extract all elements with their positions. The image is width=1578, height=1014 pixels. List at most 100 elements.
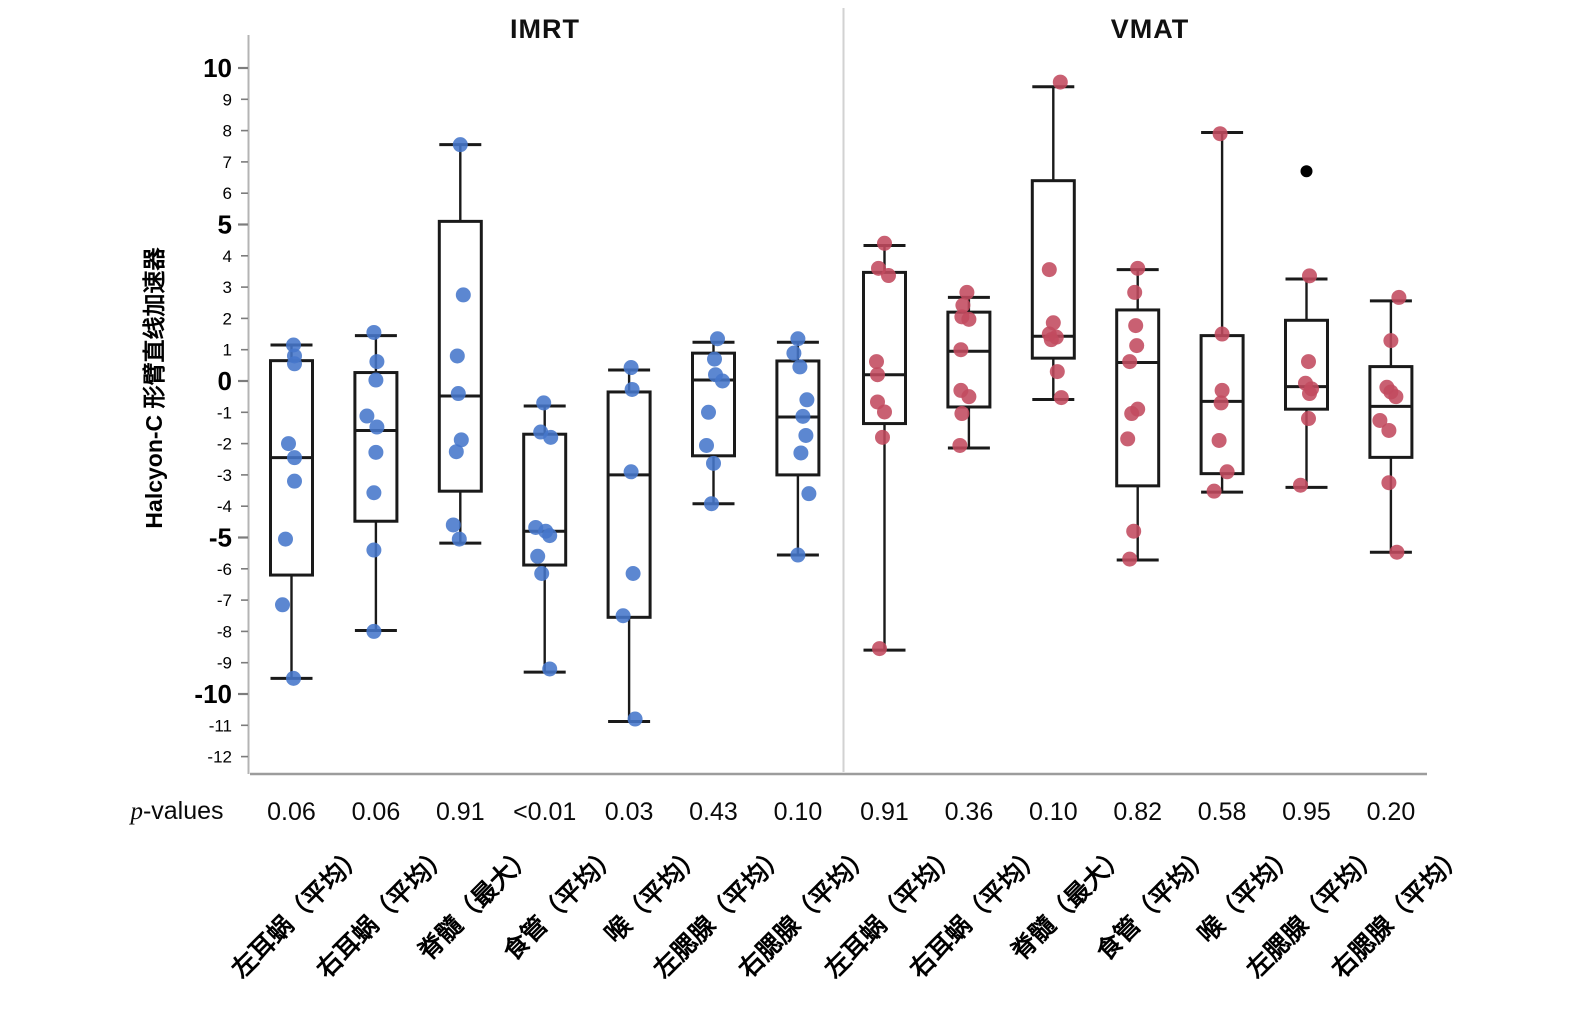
data-point: [624, 381, 640, 397]
y-tick-label: 7: [223, 153, 232, 172]
data-point: [451, 531, 467, 547]
data-point: [1381, 475, 1397, 491]
data-point: [286, 670, 301, 686]
data-point: [707, 351, 722, 367]
data-point: [798, 427, 814, 443]
y-tick-label: -12: [207, 748, 232, 767]
p-values-label-rest: -values: [142, 797, 224, 825]
data-point: [959, 284, 975, 300]
data-point: [445, 517, 461, 533]
box: [1368, 365, 1414, 459]
data-point: [534, 565, 550, 581]
data-point: [799, 392, 815, 408]
data-point: [278, 531, 293, 547]
data-point: [1122, 354, 1138, 370]
p-value: 0.10: [774, 798, 823, 826]
data-point: [286, 337, 301, 353]
p-value: <0.01: [513, 798, 576, 826]
data-point: [1301, 354, 1316, 370]
data-point: [1052, 74, 1068, 90]
data-point: [715, 373, 730, 389]
data-point: [704, 496, 719, 512]
y-tick-label: -10: [194, 679, 232, 709]
data-point: [699, 437, 714, 453]
data-point: [710, 331, 725, 347]
p-value: 0.10: [1029, 798, 1078, 826]
y-tick-label: -2: [217, 435, 232, 454]
p-value: 0.58: [1198, 798, 1247, 826]
data-point: [701, 404, 716, 420]
p-value: 0.43: [689, 798, 738, 826]
box: [522, 432, 568, 567]
y-tick-label: 10: [203, 53, 232, 83]
p-value: 0.06: [267, 798, 316, 826]
y-tick-label: 4: [223, 247, 232, 266]
data-point: [961, 311, 977, 327]
data-point: [366, 324, 382, 340]
y-tick-label: 5: [218, 210, 232, 240]
y-tick-label: 8: [223, 122, 232, 141]
data-point: [275, 597, 290, 613]
y-tick-label: 2: [223, 309, 232, 328]
box: [1115, 308, 1161, 488]
data-point: [706, 455, 721, 471]
y-axis-label: Halcyon-C 形臂直线加速器: [141, 247, 167, 529]
data-point: [953, 342, 969, 358]
y-tick-label: -5: [209, 523, 232, 553]
data-point: [625, 565, 641, 581]
data-point: [543, 429, 559, 445]
data-point: [1130, 260, 1146, 276]
data-point: [536, 395, 552, 411]
data-point: [1041, 262, 1057, 278]
y-tick-label: -6: [217, 560, 232, 579]
data-point: [369, 354, 385, 370]
y-tick-label: -7: [217, 591, 232, 610]
data-point: [872, 641, 887, 657]
data-point: [786, 345, 802, 361]
data-point: [1206, 483, 1222, 499]
data-point: [1213, 395, 1229, 411]
p-value: 0.82: [1113, 798, 1162, 826]
data-point: [875, 429, 890, 445]
data-point: [792, 359, 808, 375]
data-point: [790, 331, 806, 347]
p-value: 0.06: [352, 798, 401, 826]
panel-title-imrt: IMRT: [510, 14, 580, 44]
data-point: [1391, 289, 1407, 305]
data-point: [877, 404, 892, 420]
p-value: 0.91: [436, 798, 485, 826]
data-point: [1211, 432, 1227, 448]
p-values-row-label: p-values: [112, 797, 242, 826]
data-point: [1301, 411, 1316, 427]
y-tick-label: 3: [223, 278, 232, 297]
panel-title-vmat: VMAT: [1110, 14, 1190, 44]
data-point: [369, 419, 385, 435]
data-point: [1302, 268, 1317, 284]
data-point: [1049, 364, 1065, 380]
data-point: [448, 444, 464, 460]
data-point: [1127, 284, 1143, 300]
data-point: [795, 408, 811, 424]
y-tick-label: -11: [209, 716, 232, 735]
y-tick-label: 1: [223, 341, 232, 360]
data-point: [961, 389, 977, 405]
y-tick-label: 6: [223, 184, 232, 203]
y-tick-label: 9: [223, 90, 232, 109]
data-point: [366, 623, 382, 639]
y-tick-label: -4: [217, 497, 232, 516]
p-value: 0.20: [1367, 798, 1416, 826]
p-value: 0.36: [945, 798, 994, 826]
data-point: [1212, 126, 1228, 142]
data-point: [790, 547, 806, 563]
data-point: [449, 348, 465, 364]
y-tick-label: -3: [217, 466, 232, 485]
data-point: [1128, 318, 1144, 334]
y-tick-label: -9: [217, 654, 232, 673]
data-point: [627, 711, 643, 727]
data-point: [359, 408, 375, 424]
data-point: [450, 386, 466, 402]
data-point: [1053, 390, 1069, 406]
data-point: [615, 608, 631, 624]
data-point: [955, 297, 971, 313]
